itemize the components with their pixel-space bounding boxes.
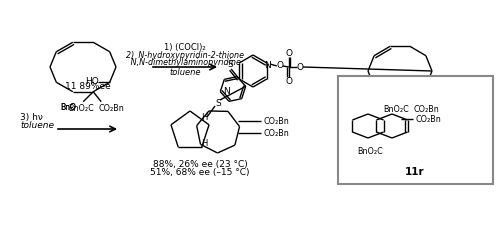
Text: CO₂Bn: CO₂Bn: [263, 129, 289, 137]
Text: 11r: 11r: [405, 167, 425, 177]
Text: BnO₂C: BnO₂C: [68, 104, 94, 113]
Text: N: N: [264, 60, 271, 70]
Text: CO₂Bn: CO₂Bn: [415, 114, 441, 124]
Text: BnO₂C: BnO₂C: [383, 105, 409, 114]
Text: 1) (COCl)₂: 1) (COCl)₂: [164, 43, 206, 51]
Text: N: N: [224, 87, 230, 96]
Text: HO: HO: [85, 77, 98, 86]
Text: BnO: BnO: [60, 103, 76, 112]
Text: O: O: [296, 63, 304, 71]
Text: BnO: BnO: [60, 103, 76, 112]
Text: O: O: [276, 60, 283, 70]
Text: 11 89%ee: 11 89%ee: [65, 81, 111, 91]
Text: CO₂Bn: CO₂Bn: [413, 105, 439, 114]
Text: H: H: [201, 113, 207, 121]
Text: toluene: toluene: [169, 67, 201, 76]
Text: S: S: [228, 60, 233, 69]
Text: 2)  N-hydroxypyridin-2-thione: 2) N-hydroxypyridin-2-thione: [126, 50, 244, 60]
Text: N,N-dimethylaminopyridine: N,N-dimethylaminopyridine: [129, 58, 241, 66]
Text: H: H: [201, 140, 207, 148]
Text: BnO₂C: BnO₂C: [357, 147, 383, 156]
Text: 88%, 26% ee (23 °C): 88%, 26% ee (23 °C): [152, 159, 248, 168]
Text: 51%, 68% ee (–15 °C): 51%, 68% ee (–15 °C): [150, 168, 250, 176]
Text: O: O: [286, 76, 292, 86]
Bar: [338, 76, 493, 184]
Text: CO₂Bn: CO₂Bn: [98, 104, 124, 113]
Text: 3) hν: 3) hν: [20, 113, 43, 121]
Text: S: S: [215, 98, 221, 108]
Text: CO₂Bn: CO₂Bn: [263, 116, 289, 125]
Text: toluene: toluene: [20, 121, 54, 130]
Text: O: O: [286, 49, 292, 58]
